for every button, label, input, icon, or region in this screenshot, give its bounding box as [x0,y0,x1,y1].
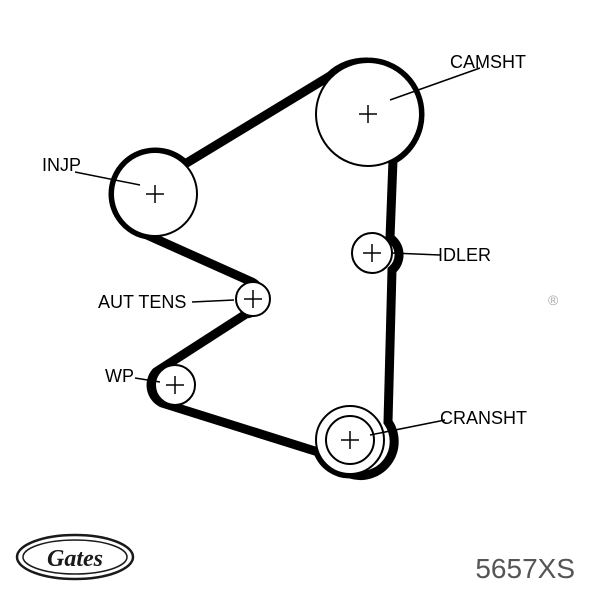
gates-logo-svg: Gates [15,530,135,585]
brand-name-text: Gates [47,546,103,572]
part-number: 5657XS [475,553,575,585]
auto_tensioner-label: AUT TENS [98,292,186,313]
diagram-svg [0,0,600,600]
belt-diagram: CAMSHT INJP IDLER AUT TENS WP CRANSHT ® [0,0,600,600]
pulleys-group [113,62,420,474]
crankshaft-label: CRANSHT [440,408,527,429]
registered-mark: ® [548,292,558,308]
auto_tensioner-leader-line [192,300,234,302]
camshaft-label: CAMSHT [450,52,526,73]
water_pump-label: WP [105,366,134,387]
idler-label: IDLER [438,245,491,266]
brand-logo: Gates [15,530,135,590]
injection_pump-label: INJP [42,155,81,176]
